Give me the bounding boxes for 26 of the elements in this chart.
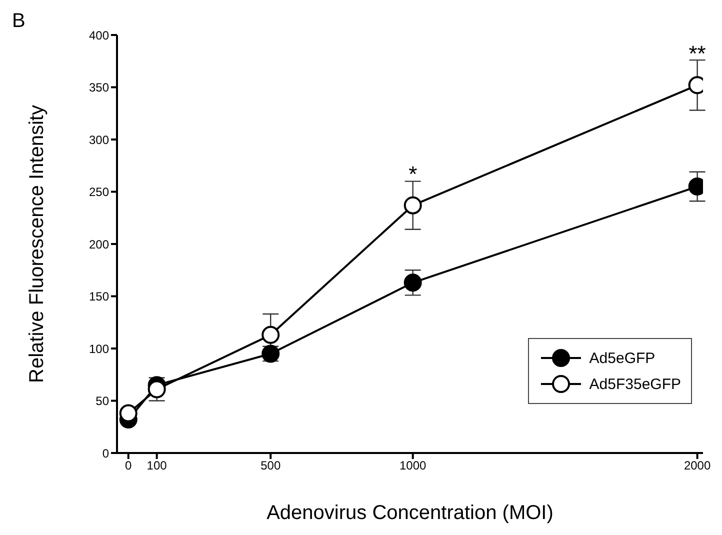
annotation: ** <box>688 41 706 66</box>
x-axis-title: Adenovirus Concentration (MOI) <box>266 502 554 524</box>
x-tick-label: 500 <box>260 458 281 473</box>
y-tick-label: 400 <box>88 28 110 42</box>
y-tick-label: 50 <box>96 394 110 408</box>
legend-label: Ad5F35eGFP <box>589 376 681 392</box>
point <box>119 404 138 422</box>
y-tick-label: 250 <box>88 185 110 200</box>
y-tick-label: 0 <box>102 446 110 460</box>
legend-label: Ad5eGFP <box>589 350 656 366</box>
y-tick-label: 100 <box>88 342 110 356</box>
point <box>404 274 422 292</box>
point <box>148 380 166 398</box>
x-tick-label: 100 <box>146 458 168 473</box>
annotation: * <box>408 161 418 186</box>
y-tick-label: 150 <box>88 290 110 304</box>
x-tick-label: 1000 <box>399 458 427 473</box>
point <box>262 326 280 344</box>
x-tick-label: 2000 <box>684 458 711 473</box>
x-tick-label: 0 <box>125 458 132 473</box>
point <box>404 196 422 214</box>
y-tick-label: 300 <box>88 132 110 147</box>
y-tick-label: 350 <box>88 80 110 95</box>
y-tick-label: 200 <box>88 237 110 252</box>
y-axis-title: Relative Fluorescence Intensity <box>26 105 48 383</box>
chart-title: B <box>12 10 26 33</box>
